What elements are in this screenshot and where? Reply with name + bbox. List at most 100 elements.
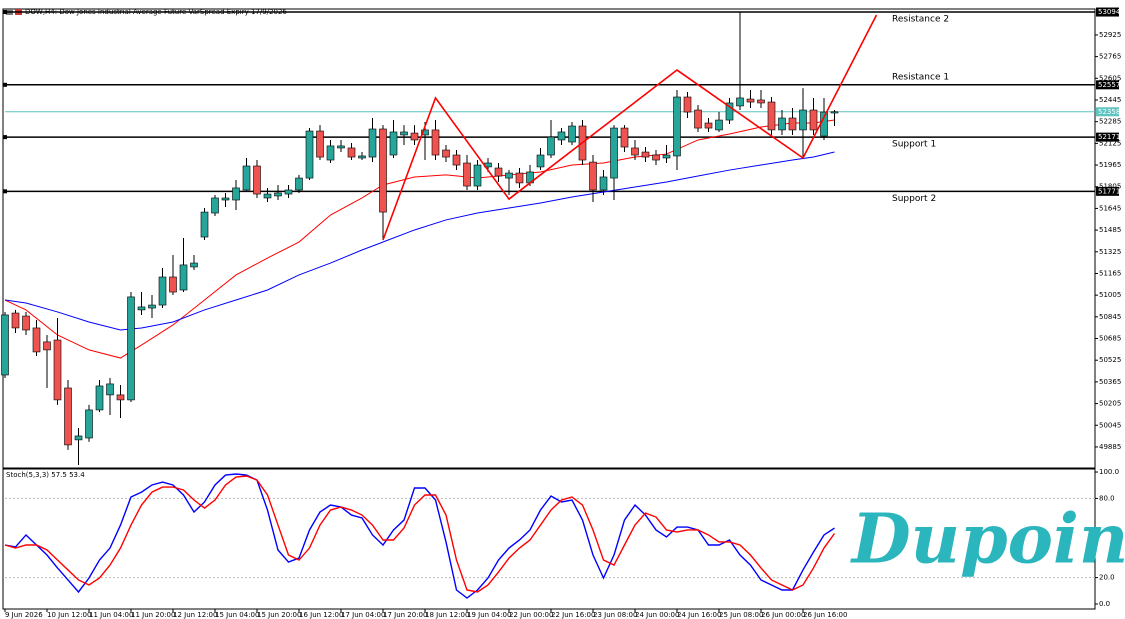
last-price-label: 52358 — [1098, 108, 1120, 116]
x-tick-label: 11 Jun 20:00 — [131, 611, 175, 619]
x-tick-label: 12 Jun 12:00 — [173, 611, 217, 619]
level-value: 53094 — [1098, 8, 1121, 16]
candle-body — [473, 164, 482, 187]
candle-body — [599, 176, 608, 191]
y-tick-label: 50045 — [1099, 421, 1121, 429]
candle-body — [284, 189, 293, 195]
candle-body — [1, 314, 9, 376]
candle-body — [127, 296, 135, 401]
candle-body — [337, 145, 345, 149]
candle-body — [358, 155, 366, 159]
x-tick-label: 18 Jun 12:00 — [425, 611, 469, 619]
level-value: 52171 — [1098, 133, 1120, 141]
y-tick-label: 52925 — [1099, 31, 1121, 39]
level-anchor — [3, 135, 7, 140]
pattern-line — [382, 14, 878, 241]
candle-body — [683, 96, 692, 113]
candle-body — [11, 312, 20, 329]
candle-body — [442, 149, 450, 158]
stoch-panel-frame — [2, 468, 1096, 610]
candle-body — [505, 172, 513, 179]
candle-body — [641, 151, 650, 158]
candle-body — [631, 147, 639, 156]
candle-body — [463, 162, 471, 187]
candle-body — [232, 187, 240, 201]
candle-body — [274, 192, 282, 197]
x-tick-label: 16 Jun 12:00 — [299, 611, 343, 619]
candle-body — [368, 128, 377, 158]
candle-body — [116, 394, 125, 401]
candle-body — [253, 165, 261, 195]
x-tick-label: 17 Jun 20:00 — [383, 611, 427, 619]
candle-body — [305, 130, 314, 179]
candle-body — [106, 383, 114, 396]
level-anchor — [3, 82, 7, 87]
y-tick-label: 80.0 — [1099, 494, 1115, 502]
y-tick-label: 0.0 — [1099, 600, 1110, 608]
level-anchor — [3, 189, 7, 194]
y-tick-label: 51965 — [1099, 161, 1121, 169]
candle-body — [22, 315, 30, 331]
candle-body — [652, 154, 660, 161]
candle-body — [830, 111, 839, 114]
y-tick-label: 52125 — [1099, 139, 1121, 147]
x-tick-label: 26 Jun 16:00 — [803, 611, 847, 619]
y-tick-label: 49885 — [1099, 443, 1121, 451]
candle-body — [85, 409, 93, 439]
candle-body — [694, 109, 702, 129]
candle-body — [568, 125, 576, 143]
candle-body — [53, 339, 62, 401]
candle-body — [547, 136, 555, 156]
candle-body — [400, 131, 408, 136]
last-price-box — [1096, 107, 1119, 117]
candle-body — [221, 197, 230, 201]
y-tick-label: 51805 — [1099, 183, 1121, 191]
x-tick-label: 22 Jun 00:00 — [509, 611, 553, 619]
y-tick-label: 50525 — [1099, 356, 1121, 364]
stoch-line — [4, 475, 836, 593]
level-label: Support 2 — [892, 194, 936, 204]
candle-body — [200, 211, 209, 238]
level-value-box — [1096, 132, 1119, 142]
level-label: Resistance 1 — [892, 72, 949, 82]
candle-body — [788, 117, 797, 131]
candle-body — [589, 161, 597, 191]
level-value: 52557 — [1098, 81, 1120, 89]
candle-body — [421, 129, 429, 136]
level-label: Resistance 2 — [892, 15, 949, 25]
candle-body — [242, 165, 251, 191]
candle-body — [263, 193, 272, 199]
candle-body — [32, 327, 41, 353]
x-tick-label: 15 Jun 04:00 — [215, 611, 259, 619]
candle-body — [389, 131, 398, 156]
candle-body — [799, 109, 807, 131]
candle-body — [673, 96, 681, 157]
y-tick-label: 51645 — [1099, 204, 1121, 212]
candle-body — [295, 177, 303, 191]
x-tick-label: 9 Jun 2026 — [5, 611, 43, 619]
x-tick-label: 24 Jun 16:00 — [677, 611, 721, 619]
y-tick-label: 51485 — [1099, 226, 1121, 234]
y-tick-label: 51005 — [1099, 291, 1121, 299]
candle-body — [95, 385, 104, 411]
candle-body — [148, 304, 156, 309]
level-value: 51771 — [1098, 187, 1120, 195]
level-value-box — [1096, 186, 1119, 196]
candle-body — [662, 154, 671, 159]
candle-body — [169, 276, 177, 293]
candle-body — [410, 132, 419, 141]
candle-body — [725, 102, 734, 121]
x-tick-label: 23 Jun 08:00 — [593, 611, 637, 619]
panel-title: Stoch(5,3,3) 57.5 53.4 — [6, 471, 85, 479]
candle-body — [515, 172, 524, 184]
y-tick-label: 100.0 — [1099, 468, 1119, 476]
candle-body — [746, 98, 755, 103]
y-tick-label: 52765 — [1099, 53, 1121, 61]
y-tick-label: 52445 — [1099, 96, 1121, 104]
x-tick-label: 10 Jun 12:00 — [47, 611, 91, 619]
y-tick-label: 51165 — [1099, 269, 1121, 277]
candle-body — [347, 147, 356, 158]
y-tick-label: 51325 — [1099, 248, 1121, 256]
